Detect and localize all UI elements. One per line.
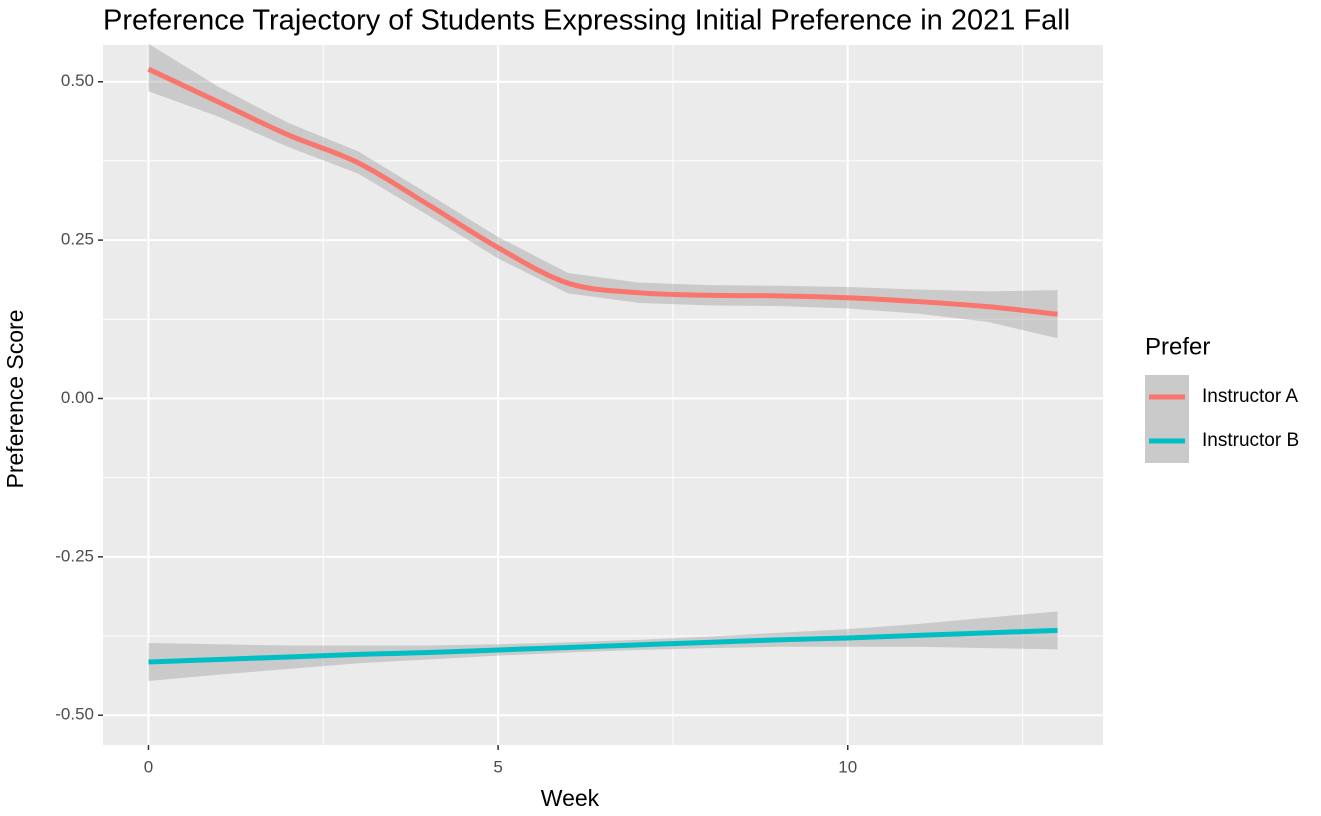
plot-panel (103, 45, 1103, 745)
trend-line (147, 66, 1058, 317)
x-tick-label: 10 (838, 757, 857, 776)
legend-title: Prefer (1145, 333, 1210, 360)
trend-line (148, 627, 1058, 665)
legend-label: Instructor B (1202, 430, 1299, 451)
y-tick-label: 0.25 (61, 230, 94, 249)
y-tick-label: 0.50 (61, 71, 94, 90)
chart-title: Preference Trajectory of Students Expres… (103, 5, 1070, 37)
y-tick-label: 0.00 (61, 388, 94, 407)
y-tick-label: -0.25 (55, 546, 94, 565)
x-axis-title: Week (541, 785, 600, 811)
confidence-ribbon (148, 43, 1058, 339)
x-tick-label: 0 (144, 757, 153, 776)
x-tick-label: 5 (493, 757, 502, 776)
y-tick-label: -0.50 (55, 705, 94, 724)
y-axis-title: Preference Score (2, 310, 28, 489)
legend-label: Instructor A (1202, 386, 1298, 407)
